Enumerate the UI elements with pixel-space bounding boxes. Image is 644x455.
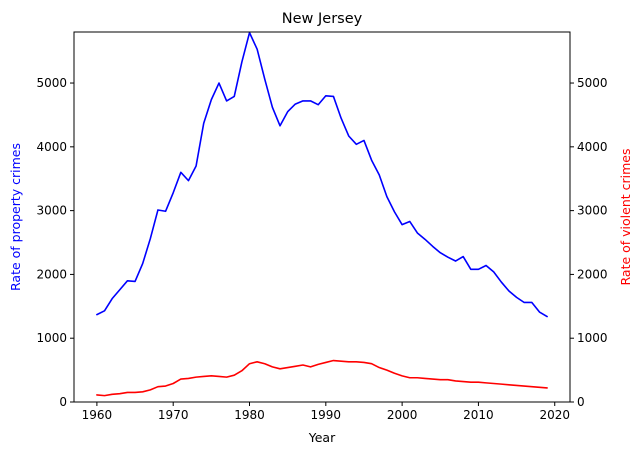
y-axis-right: 0 1000 2000 3000 4000 5000 [570, 76, 608, 409]
y-right-tick-label: 2000 [577, 267, 608, 281]
y-left-tick-label: 0 [59, 395, 67, 409]
y-left-tick-label: 1000 [36, 331, 67, 345]
x-tick-label: 1980 [234, 408, 265, 422]
y-axis-left-label: Rate of property crimes [8, 143, 23, 291]
x-tick-label: 1970 [158, 408, 189, 422]
y-left-tick-label: 3000 [36, 204, 67, 218]
x-tick-label: 1990 [311, 408, 342, 422]
y-axis-right-label: Rate of violent crimes [618, 149, 633, 286]
y-axis-left: 0 1000 2000 3000 4000 5000 [36, 76, 74, 409]
y-right-tick-label: 4000 [577, 140, 608, 154]
x-axis: 1960 1970 1980 1990 2000 2010 2020 [82, 402, 570, 422]
y-left-tick-label: 5000 [36, 76, 67, 90]
chart-title: New Jersey [282, 11, 363, 27]
y-left-tick-label: 4000 [36, 140, 67, 154]
plot-frame [73, 31, 571, 403]
x-tick-label: 2020 [539, 408, 570, 422]
series-layer [96, 31, 548, 397]
property-crime-line [96, 31, 548, 318]
y-right-tick-label: 0 [577, 395, 585, 409]
y-right-tick-label: 5000 [577, 76, 608, 90]
x-tick-label: 2000 [387, 408, 418, 422]
violent-crime-line [96, 359, 548, 397]
x-tick-label: 1960 [82, 408, 113, 422]
plot-area [73, 31, 571, 403]
x-tick-label: 2010 [463, 408, 494, 422]
x-axis-label: Year [308, 430, 336, 445]
y-left-tick-label: 2000 [36, 267, 67, 281]
y-right-tick-label: 1000 [577, 331, 608, 345]
y-right-tick-label: 3000 [577, 204, 608, 218]
